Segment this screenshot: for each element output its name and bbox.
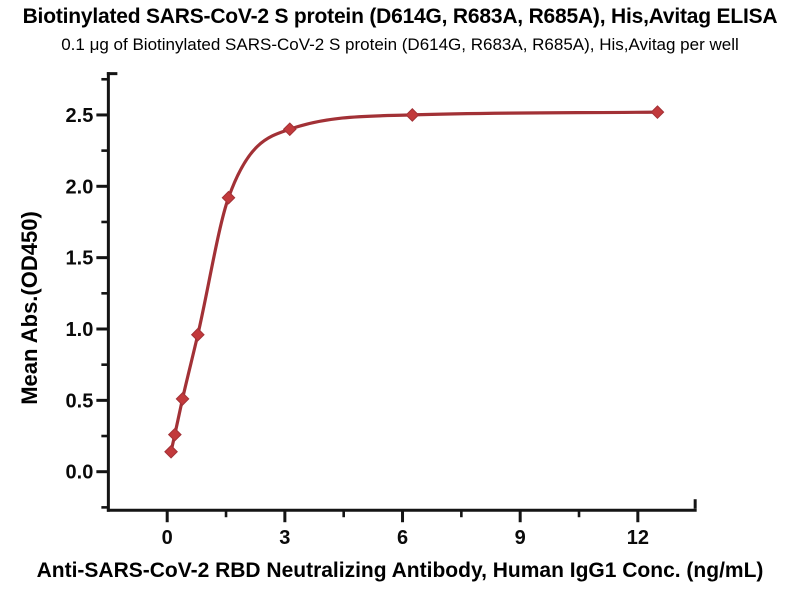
y-tick-label: 1.5 (66, 248, 94, 270)
data-point-marker (221, 190, 236, 205)
x-tick-label: 0 (162, 527, 173, 549)
data-point-marker (167, 427, 182, 442)
data-point-marker (405, 108, 420, 122)
y-tick-label: 0.0 (66, 462, 94, 484)
x-tick-label: 6 (397, 527, 408, 549)
data-point-marker (650, 105, 665, 120)
y-tick-label: 2.5 (66, 105, 94, 127)
x-axis-title: Anti-SARS-CoV-2 RBD Neutralizing Antibod… (36, 559, 764, 582)
data-point-marker (175, 392, 190, 406)
y-tick-label: 2.0 (66, 176, 94, 198)
x-tick-label: 3 (279, 527, 290, 549)
chart-subtitle: 0.1 μg of Biotinylated SARS-CoV-2 S prot… (61, 35, 739, 54)
x-tick-label: 12 (627, 527, 649, 549)
data-point-marker (282, 122, 297, 137)
data-point-marker (164, 444, 178, 459)
x-tick-label: 9 (515, 527, 526, 549)
data-point-marker (190, 327, 205, 342)
fit-curve (169, 110, 660, 454)
y-tick-label: 0.5 (66, 390, 94, 412)
y-tick-label: 1.0 (66, 319, 94, 341)
chart-title: Biotinylated SARS-CoV-2 S protein (D614G… (22, 5, 778, 28)
